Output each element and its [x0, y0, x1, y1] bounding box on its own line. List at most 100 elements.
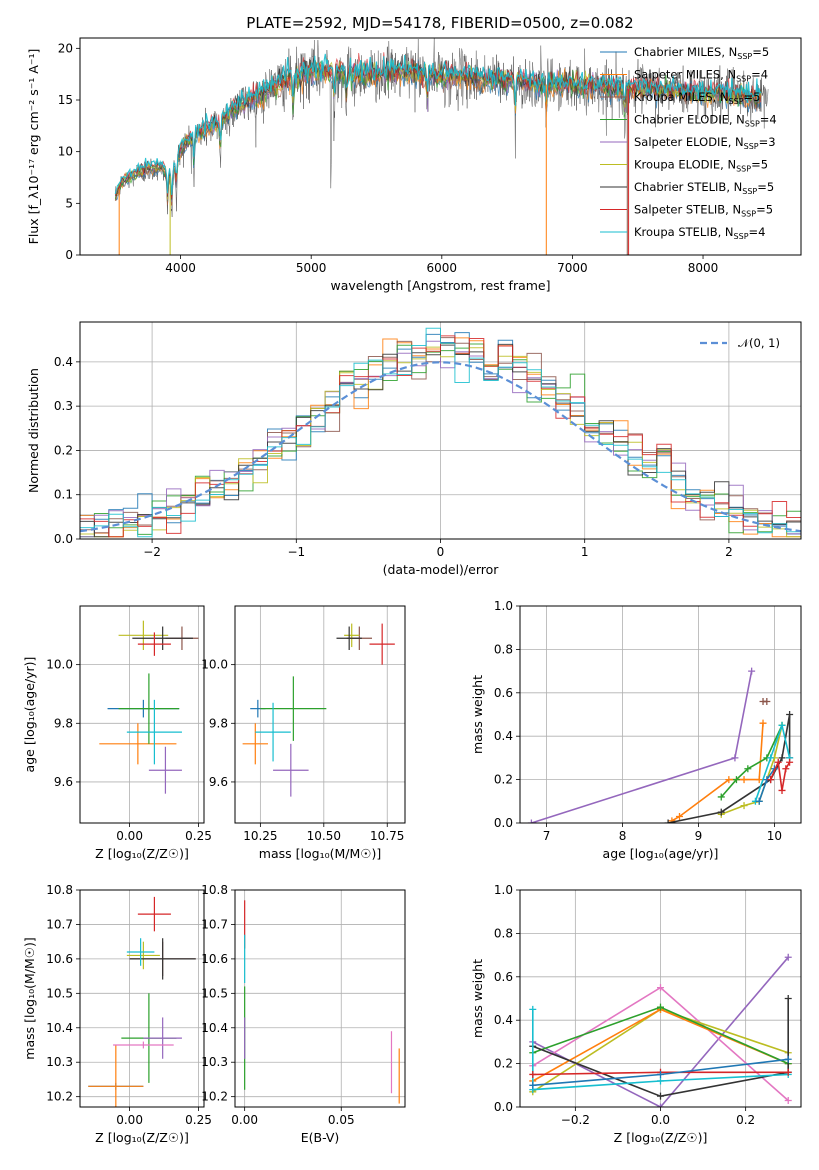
y-tick-label: 1.0 — [494, 599, 513, 613]
x-tick-label: 2 — [725, 545, 733, 559]
axes-age_vs_Z: 0.00 0.25 9.6 9.8 10.0 Z [log₁₀(Z/Z☉)] age [lo… — [22, 605, 212, 861]
model-spectrum — [114, 52, 762, 199]
y-tick-label: 10.3 — [201, 1055, 228, 1069]
weight-marker — [740, 776, 748, 784]
x-tick-label: −0.2 — [561, 1113, 590, 1127]
y-tick-label: 10.4 — [46, 1021, 73, 1035]
y-axis-label: mass weight — [470, 675, 485, 754]
weight-series — [767, 758, 794, 794]
weight-marker — [527, 819, 535, 823]
plot-content — [88, 896, 196, 1107]
y-tick-label: 0.8 — [494, 926, 513, 940]
x-tick-label: 10.50 — [307, 829, 341, 843]
axes-frame — [519, 605, 802, 824]
weight-marker — [755, 776, 763, 784]
errorbar-point — [369, 623, 395, 665]
legend-entry: Chabrier STELIB, NSSP=5 — [634, 180, 774, 196]
weight-line — [532, 1009, 789, 1091]
x-axis-label: mass [log₁₀(M/M☉)] — [259, 846, 381, 861]
weight-marker — [717, 808, 725, 816]
y-axis-label: Flux [f_λ10⁻¹⁷ erg cm⁻² s⁻¹ A⁻¹] — [26, 49, 41, 245]
errorbar-point — [126, 938, 155, 966]
weight-marker — [759, 719, 767, 727]
legend: 𝒩(0, 1) — [700, 336, 780, 350]
y-tick-label: 0.0 — [494, 816, 513, 830]
axis-decorations: 7 8 9 10 0.0 0.2 0.4 0.6 0.8 1.0 age [log₁₀(age/yr… — [470, 599, 802, 861]
weight-line — [754, 722, 791, 802]
axes-age_vs_mass: 10.25 10.50 10.75 9.6 9.8 10.0 mass [log₁₀(M/M… — [201, 605, 406, 861]
weight-marker — [668, 817, 676, 823]
y-tick-label: 0.2 — [494, 1057, 513, 1071]
weight-marker — [784, 1055, 792, 1063]
x-tick-label: 7 — [543, 829, 551, 843]
plot-area — [235, 890, 405, 1107]
weight-marker — [748, 667, 756, 675]
axes-weight_vs_age: 7 8 9 10 0.0 0.2 0.4 0.6 0.8 1.0 age [log₁₀(age/yr… — [470, 599, 802, 861]
errorbar-point — [88, 1045, 144, 1107]
x-axis-label: Z [log₁₀(Z/Z☉)] — [614, 1130, 708, 1145]
x-tick-label: 8000 — [688, 261, 719, 275]
y-tick-label: 10.3 — [46, 1055, 73, 1069]
x-tick-label: 10.75 — [370, 829, 404, 843]
weight-marker — [778, 721, 786, 729]
weight-marker — [657, 1070, 664, 1078]
y-tick-label: 20 — [58, 41, 73, 55]
y-tick-label: 10.6 — [46, 952, 73, 966]
weight-marker — [782, 765, 790, 773]
y-tick-label: 0.4 — [494, 729, 513, 743]
weight-marker — [675, 812, 683, 820]
legend-entry: Chabrier MILES, NSSP=5 — [634, 45, 769, 61]
weight-marker — [725, 776, 733, 784]
weight-marker — [731, 754, 739, 762]
weight-marker — [732, 776, 740, 784]
y-tick-label: 10 — [58, 145, 73, 159]
x-axis-label: Z [log₁₀(Z/Z☉)] — [95, 1130, 189, 1145]
y-tick-label: 10.7 — [46, 917, 73, 931]
x-tick-label: 0.05 — [328, 1113, 355, 1127]
plot-content — [99, 620, 199, 794]
errorbar-point — [126, 699, 182, 765]
weight-series — [717, 721, 786, 801]
x-tick-label: 10 — [767, 829, 782, 843]
errorbar-point — [260, 676, 327, 741]
axes-frame — [79, 37, 802, 256]
axes-frame — [79, 889, 205, 1108]
axes-spectrum: Chabrier MILES, NSSP=5 Salpeter MILES, NS… — [26, 37, 802, 293]
y-tick-label: 9.8 — [54, 716, 73, 730]
weight-series — [759, 697, 771, 705]
x-tick-label: −2 — [143, 545, 161, 559]
legend: Chabrier MILES, NSSP=5 Salpeter MILES, NS… — [600, 45, 777, 241]
x-tick-label: 7000 — [557, 261, 588, 275]
y-tick-label: 10.2 — [201, 1090, 228, 1104]
errorbar-point — [99, 723, 177, 765]
y-tick-label: 10.0 — [201, 658, 228, 672]
x-tick-label: 0.2 — [736, 1113, 755, 1127]
legend-entry: Chabrier ELODIE, NSSP=4 — [634, 113, 777, 129]
weight-marker — [784, 1096, 792, 1104]
legend-entry: Kroupa MILES, NSSP=5 — [634, 90, 760, 106]
y-axis-label: mass weight — [470, 959, 485, 1038]
model-spectrum — [114, 53, 762, 196]
y-tick-label: 0.6 — [494, 970, 513, 984]
weight-marker — [767, 754, 775, 762]
errorbar-point — [137, 632, 171, 656]
plot-content — [527, 667, 794, 823]
y-tick-label: 0 — [65, 248, 73, 262]
y-tick-label: 10.8 — [46, 883, 73, 897]
y-tick-label: 0.8 — [494, 642, 513, 656]
x-tick-label: 0 — [437, 545, 445, 559]
weight-marker — [657, 1103, 664, 1107]
y-axis-label: age [log₁₀(age/yr)] — [22, 657, 37, 773]
weight-marker — [755, 797, 763, 805]
errorbar-point — [242, 723, 268, 765]
weight-marker — [664, 819, 672, 823]
weight-line — [532, 998, 789, 1098]
weight-marker — [774, 758, 782, 766]
x-axis-label: E(B-V) — [301, 1130, 340, 1145]
plot-content — [114, 38, 769, 255]
weight-marker — [763, 697, 771, 705]
axes-frame — [234, 889, 406, 1108]
errorbar-point — [132, 626, 193, 650]
y-tick-label: 10.7 — [201, 917, 228, 931]
